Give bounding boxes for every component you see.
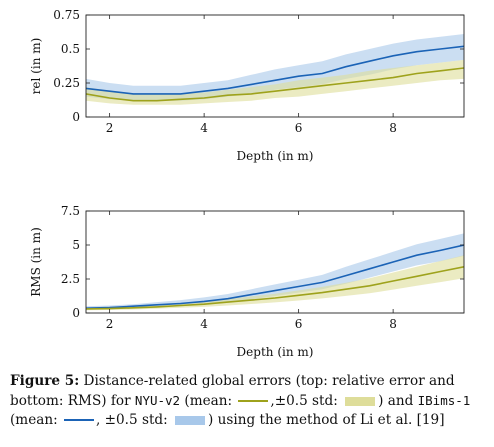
- y-tick-label: 0: [72, 306, 80, 320]
- caption-std-sep-2: , ±0.5 std:: [96, 412, 172, 428]
- y-axis-label-bottom: RMS (in m): [29, 227, 43, 296]
- y-tick-label: 2.5: [61, 272, 80, 286]
- y-tick-label: 0.5: [61, 42, 80, 56]
- x-tick-label: 4: [200, 317, 208, 331]
- chart-rms-error: 2 4 6 8 0 2.5 5 7.5 Depth (in m) RMS (in m): [29, 204, 464, 359]
- y-axis-label-top: rel (in m): [29, 38, 43, 95]
- caption-and-text: ) and: [378, 393, 418, 409]
- y-tick-label: 0: [72, 110, 80, 124]
- caption-end-text: ) using the method of Li et al. [19]: [208, 412, 444, 428]
- legend-ibims-std-swatch: [175, 416, 205, 425]
- x-tick-label: 6: [295, 121, 303, 135]
- x-axis-label-top: Depth (in m): [237, 149, 314, 163]
- y-tick-label: 0.75: [53, 8, 80, 22]
- legend-nyu-std-swatch: [345, 397, 375, 406]
- caption-label: Figure 5:: [10, 373, 79, 389]
- legend-ibims-mean-swatch: [64, 419, 94, 421]
- x-tick-label: 6: [295, 317, 303, 331]
- caption-nyu-name: NYU-v2: [135, 393, 180, 408]
- x-tick-label: 2: [106, 317, 114, 331]
- chart-relative-error: 2 4 6 8 0 0.25 0.5 0.75 Depth (in m) rel (in m): [29, 8, 464, 163]
- caption-mean-open: (mean:: [180, 393, 236, 409]
- x-axis-label-bottom: Depth (in m): [237, 345, 314, 359]
- y-tick-label: 0.25: [53, 76, 80, 90]
- x-tick-label: 4: [200, 121, 208, 135]
- legend-nyu-mean-swatch: [238, 400, 268, 402]
- x-tick-label: 2: [106, 121, 114, 135]
- x-tick-label: 8: [389, 121, 397, 135]
- y-tick-label: 7.5: [61, 204, 80, 218]
- charts-canvas: 2 4 6 8 0 0.25 0.5 0.75 Depth (in m) rel (in m)…: [0, 0, 494, 372]
- caption-mean-open-2: (mean:: [10, 412, 62, 428]
- caption-ibims-name: IBims-1: [418, 393, 471, 408]
- x-tick-label: 8: [389, 317, 397, 331]
- caption-std-sep: ,±0.5 std:: [270, 393, 342, 409]
- y-tick-label: 5: [72, 238, 80, 252]
- figure-caption: Figure 5: Distance-related global errors…: [10, 372, 488, 430]
